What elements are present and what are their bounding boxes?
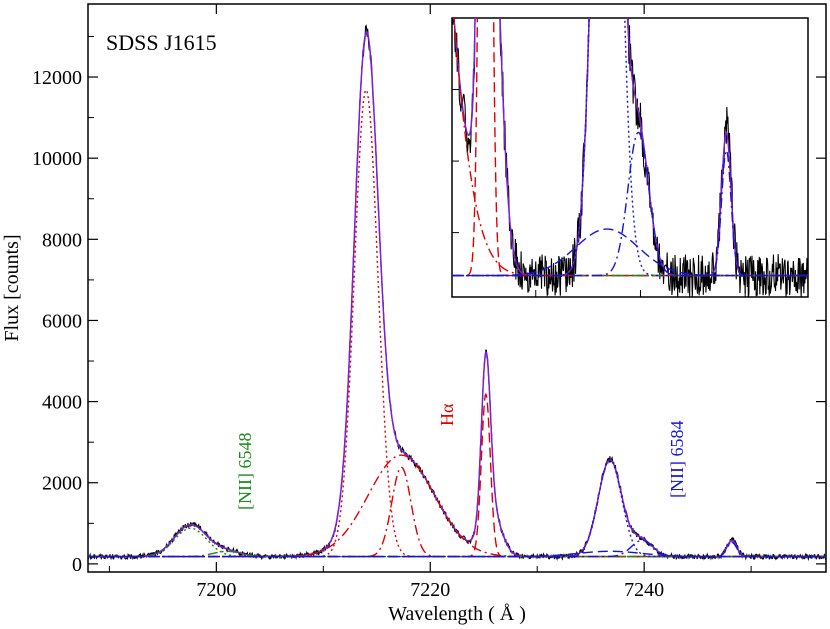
inset-series-observed [452, 18, 808, 297]
inset-series-nii-6584-c [452, 228, 808, 277]
x-axis-label: Wavelength ( Å ) [388, 603, 526, 625]
y-tick-label: 2000 [42, 473, 82, 495]
annotation-halpha: Hα [437, 403, 457, 426]
inset-series-nii-6584-b [452, 131, 808, 277]
annotation-nii-6584: [NII] 6584 [667, 421, 687, 498]
y-tick-label: 8000 [42, 229, 82, 251]
series-nii-6584 [88, 459, 826, 558]
annotation-nii-6548: [NII] 6548 [235, 433, 255, 510]
y-tick-label: 0 [72, 554, 82, 576]
series-nii-6584-c [88, 550, 826, 558]
x-tick-label: 7240 [624, 579, 664, 601]
y-axis-label: Flux [counts] [1, 234, 23, 341]
chart-title: SDSS J1615 [106, 30, 217, 55]
series-halpha-broad [88, 454, 826, 558]
x-tick-label: 7220 [410, 579, 450, 601]
series-nii-6548-b [88, 550, 826, 558]
x-tick-label: 7200 [196, 579, 236, 601]
y-tick-label: 12000 [32, 67, 82, 89]
plot-frame [87, 3, 827, 573]
series-nii-6584-b [88, 539, 826, 558]
y-tick-label: 10000 [32, 148, 82, 170]
y-tick-label: 6000 [42, 310, 82, 332]
y-tick-label: 4000 [42, 392, 82, 414]
series-halpha-narrow-2 [88, 466, 826, 558]
